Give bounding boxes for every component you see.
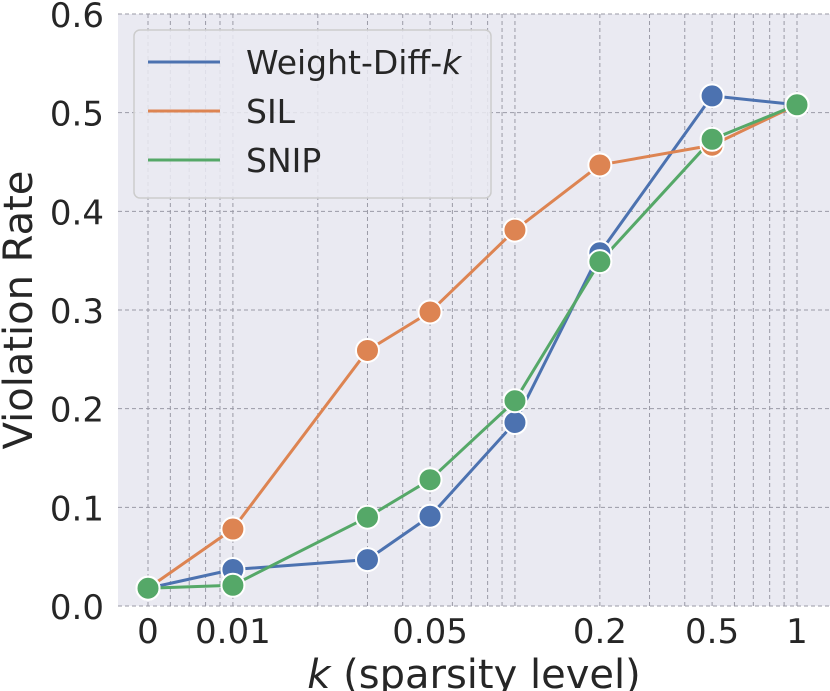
y-tick-labels: 0.0 0.1 0.2 0.3 0.4 0.5 0.6	[50, 0, 104, 628]
y-tick-label: 0.4	[50, 193, 104, 233]
data-point	[220, 516, 246, 542]
x-tick-labels: 0 0.01 0.05 0.2 0.5 1	[137, 612, 808, 652]
data-point	[699, 83, 725, 109]
data-point	[354, 504, 380, 530]
series-line	[147, 103, 798, 590]
x-tick-label: 1	[786, 612, 808, 652]
data-point	[587, 249, 613, 275]
y-axis-label: Violation Rate	[0, 171, 42, 450]
legend: Weight-Diff-k SIL SNIP	[133, 29, 492, 199]
data-point	[417, 299, 443, 325]
data-point	[354, 547, 380, 573]
data-point	[502, 217, 528, 243]
data-point	[135, 575, 161, 601]
series-line	[147, 94, 798, 590]
x-tick-label: 0.05	[392, 612, 468, 652]
legend-label: SNIP	[246, 141, 321, 180]
legend-label: Weight-Diff-k	[246, 43, 463, 82]
x-axis-label-text: (sparsity level)	[330, 652, 640, 691]
x-tick-label: 0	[137, 612, 159, 652]
data-point	[784, 92, 810, 118]
legend-box	[133, 29, 492, 199]
y-tick-label: 0.3	[50, 292, 104, 332]
x-tick-label: 0.01	[195, 612, 271, 652]
y-tick-label: 0.5	[50, 95, 104, 135]
y-tick-label: 0.0	[50, 588, 104, 628]
data-point	[220, 572, 246, 598]
data-point	[699, 126, 725, 152]
x-tick-label: 0.5	[685, 612, 739, 652]
series-line	[147, 103, 798, 590]
data-point	[502, 409, 528, 435]
data-point	[417, 503, 443, 529]
data-point	[587, 152, 613, 178]
series-group	[135, 83, 810, 601]
y-tick-label: 0.6	[50, 0, 104, 36]
x-axis-label: k (sparsity level)	[307, 652, 640, 691]
data-point	[354, 337, 380, 363]
y-tick-label: 0.2	[50, 391, 104, 431]
data-point	[417, 467, 443, 493]
x-axis-label-variable: k	[307, 652, 332, 691]
x-tick-label: 0.2	[573, 612, 627, 652]
data-point	[502, 388, 528, 414]
legend-label: SIL	[246, 92, 296, 131]
y-tick-label: 0.1	[50, 489, 104, 529]
